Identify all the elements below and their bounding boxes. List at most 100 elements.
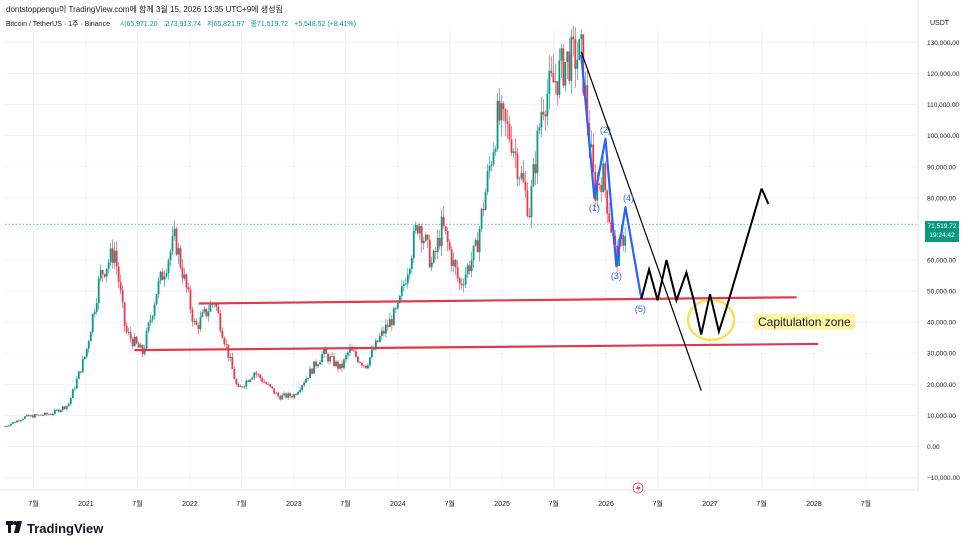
candle-body xyxy=(171,236,174,252)
candle-body xyxy=(382,330,385,334)
candle-body xyxy=(45,412,48,415)
price-axis: −10,000.00 0.00 10,000.00 20,000.00 30,000.0… xyxy=(917,0,960,490)
x-tick-label: 7월 xyxy=(340,499,350,508)
chart-publisher-line: dontstoppengu이 TradingView.com에 함께 3월 15… xyxy=(6,5,283,14)
candle-body xyxy=(8,425,10,427)
candle-body xyxy=(566,51,569,63)
candle-body xyxy=(101,270,104,275)
candle-body xyxy=(452,259,455,266)
candle-body xyxy=(408,269,411,275)
candle-body xyxy=(331,356,333,358)
symbol-legend: Bitcoin / TetherUS · 1주 · Binance 시65,97… xyxy=(6,19,356,29)
candle-body xyxy=(578,39,581,60)
candle-body xyxy=(18,420,20,422)
candle-body xyxy=(392,308,395,326)
candle-body xyxy=(275,392,278,394)
candle-body xyxy=(512,151,515,153)
candle-body xyxy=(85,348,88,357)
candle-body xyxy=(133,336,136,347)
candle-body xyxy=(504,109,507,122)
projection-arrowhead xyxy=(760,188,770,205)
candle-body xyxy=(14,422,16,423)
candle-body xyxy=(241,386,244,388)
symbol-name[interactable]: Bitcoin / TetherUS · 1주 · Binance xyxy=(6,21,110,28)
candle-body xyxy=(384,324,387,334)
candle-body xyxy=(265,382,268,385)
candle-body xyxy=(145,331,148,349)
candle-body xyxy=(79,371,82,373)
candle-body xyxy=(253,372,256,378)
candle-body xyxy=(75,378,78,389)
candle-body xyxy=(95,303,98,312)
candle-body xyxy=(476,240,479,253)
candle-body xyxy=(422,240,425,244)
candle-body xyxy=(506,121,509,125)
candle-body xyxy=(406,274,409,284)
candle-body xyxy=(263,381,266,383)
chart-grid xyxy=(5,30,918,490)
candle-body xyxy=(6,426,8,427)
candle-body xyxy=(319,362,321,365)
candle-body xyxy=(183,274,186,279)
candle-body xyxy=(217,306,220,314)
candle-body xyxy=(34,414,36,418)
candle-body xyxy=(321,354,323,363)
y-tick-label: 100,000.00 xyxy=(927,133,960,140)
candle-body xyxy=(71,389,74,398)
candle-body xyxy=(16,420,18,423)
candle-body xyxy=(43,412,46,416)
candle-body xyxy=(520,173,523,179)
x-tick-label: 7월 xyxy=(236,499,246,508)
candle-body xyxy=(185,274,188,288)
candle-body xyxy=(305,378,308,383)
ohlc-low: 저65,821.97 xyxy=(207,21,245,28)
candle-body xyxy=(542,111,545,115)
candle-body xyxy=(386,324,389,327)
candle-body xyxy=(600,185,603,193)
candle-body xyxy=(103,274,106,277)
y-tick-label: 30,000.00 xyxy=(927,351,956,358)
candle-body xyxy=(394,308,397,310)
brand-name: TradingView xyxy=(27,521,104,536)
candle-body xyxy=(522,173,525,182)
candle-body xyxy=(530,186,533,218)
candle-body xyxy=(197,325,200,330)
candle-body xyxy=(367,365,369,369)
candle-body xyxy=(548,70,551,94)
candle-body xyxy=(428,239,431,268)
candle-body xyxy=(203,308,206,313)
candle-body xyxy=(167,260,170,274)
candle-body xyxy=(30,415,32,417)
candle-body xyxy=(480,208,483,229)
candle-body xyxy=(564,62,567,86)
candle-body xyxy=(293,394,296,398)
wave-label: (1) xyxy=(589,203,600,213)
candle-body xyxy=(97,278,100,304)
candle-body xyxy=(313,361,315,374)
candle-body xyxy=(36,414,38,416)
candle-body xyxy=(291,396,294,398)
candle-body xyxy=(287,393,290,398)
candle-body xyxy=(157,280,160,295)
candle-body xyxy=(297,391,300,395)
candle-body xyxy=(558,60,561,95)
candle-body xyxy=(125,325,128,333)
candle-body xyxy=(261,378,264,382)
y-tick-label: 50,000.00 xyxy=(927,289,956,296)
candle-body xyxy=(93,311,96,315)
candle-body xyxy=(478,228,481,253)
candle-body xyxy=(91,314,94,333)
candle-body xyxy=(510,139,513,153)
capitulation-zone-label: Capitulation zone xyxy=(754,314,855,330)
candle-body xyxy=(65,405,68,409)
candle-body xyxy=(436,237,439,253)
tradingview-brand[interactable]: TradingView xyxy=(6,521,103,536)
candle-body xyxy=(376,340,379,342)
candle-body xyxy=(89,332,92,342)
candle-body xyxy=(608,213,611,222)
candle-body xyxy=(448,242,451,250)
candle-body xyxy=(163,276,166,280)
x-tick-label: 2026 xyxy=(598,501,614,508)
currency-label[interactable]: USDT xyxy=(930,20,950,27)
